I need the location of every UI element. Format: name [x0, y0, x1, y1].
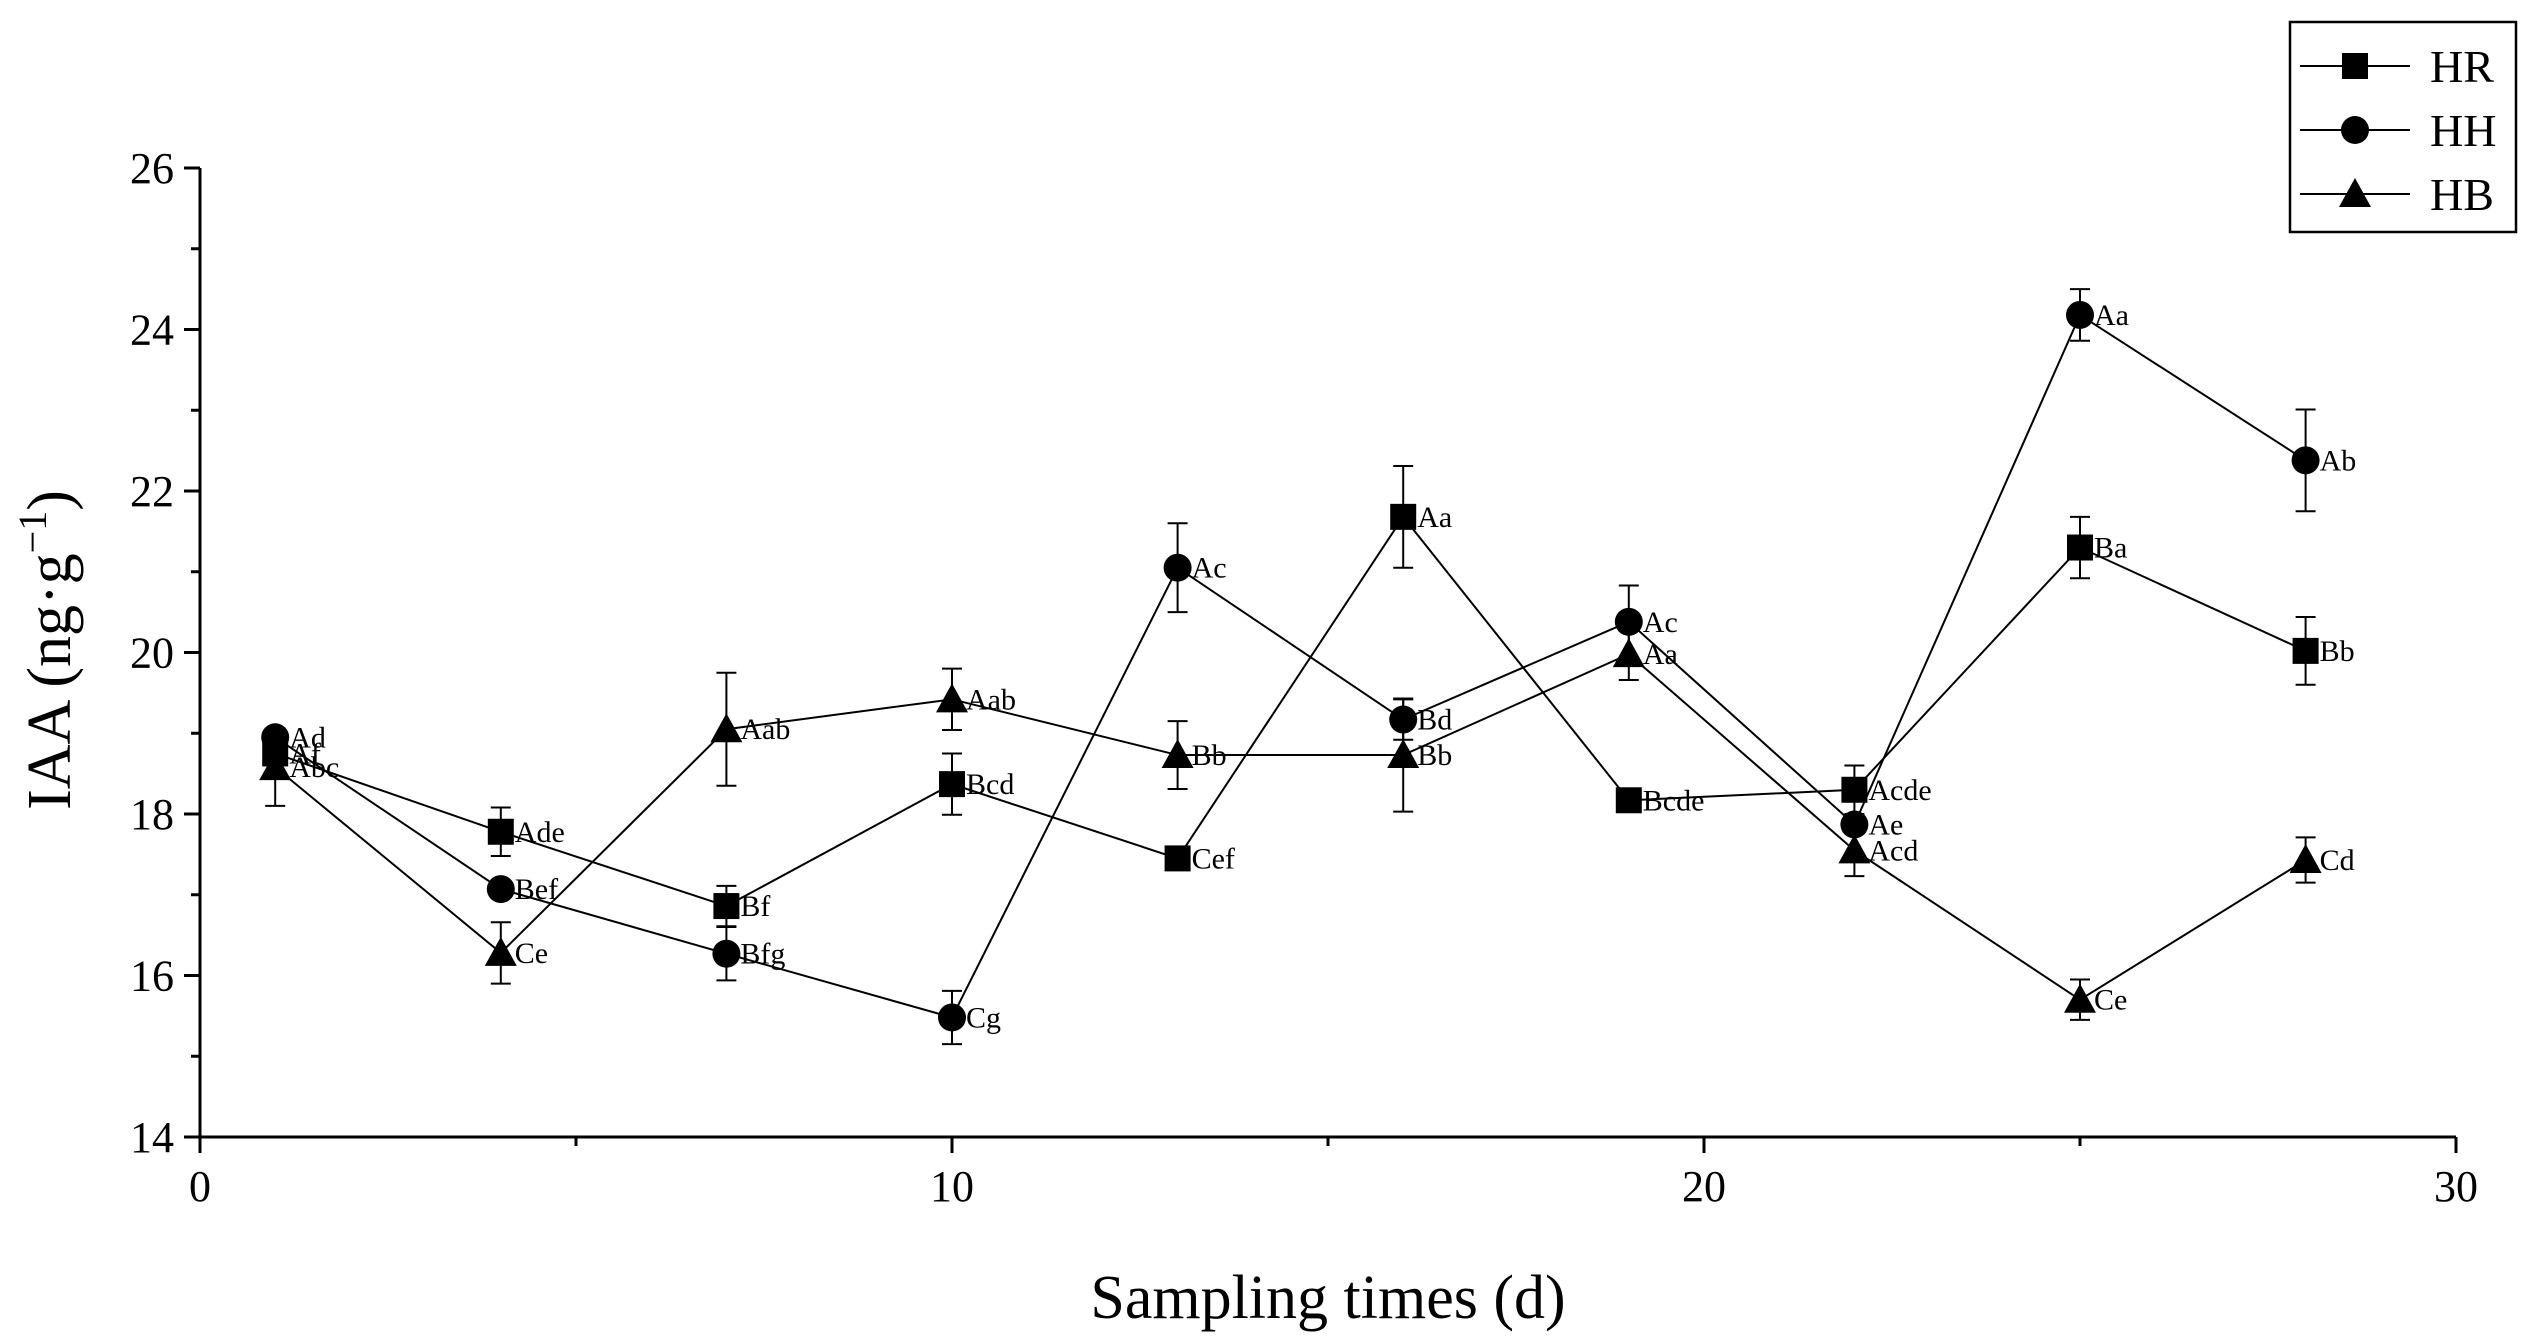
y-tick-label: 24 — [130, 306, 174, 355]
annotation-hb: Ce — [515, 937, 548, 970]
annotation-hr: Bcd — [966, 768, 1014, 801]
point-hb — [1161, 739, 1194, 769]
point-hb — [710, 713, 743, 743]
point-hr — [713, 893, 740, 920]
y-axis-title-main: IAA (ng·g — [16, 553, 84, 810]
axis-ticks: 0 10 20 30 14 16 18 20 22 24 26 — [130, 144, 2478, 1211]
point-hb — [936, 683, 968, 713]
point-hb — [2064, 983, 2096, 1013]
x-tick-label: 0 — [189, 1162, 211, 1211]
annotation-hb: Ce — [2094, 984, 2127, 1017]
annotation-hh: Bfg — [740, 938, 785, 971]
series-line-hb — [274, 652, 2307, 1001]
y-axis-title: IAA (ng·g−1) — [10, 490, 84, 810]
legend-marker-hb — [2339, 178, 2371, 207]
series-line-hh — [274, 313, 2307, 1019]
point-hh — [1614, 607, 1643, 636]
point-hr — [2067, 534, 2093, 561]
annotation-hr: Bb — [2320, 635, 2355, 668]
point-hr — [487, 818, 514, 845]
y-tick-label: 26 — [130, 144, 174, 193]
point-hb — [1387, 739, 1420, 769]
legend: HR HH HB — [2288, 20, 2518, 234]
annotation-hb: Bb — [1192, 739, 1227, 772]
annotation-hb: Cd — [2320, 844, 2355, 877]
annotation-hb: Abc — [289, 751, 339, 784]
point-hb — [1612, 638, 1645, 668]
y-tick-label: 20 — [130, 629, 174, 678]
annotation-hr: Cef — [1192, 842, 1235, 875]
point-hb — [259, 751, 292, 781]
annotation-hb: Aab — [966, 683, 1016, 716]
x-tick-label: 20 — [1682, 1162, 1726, 1211]
legend-box — [2288, 20, 2518, 234]
legend-label-hb: HB — [2430, 169, 2494, 220]
point-hr — [939, 771, 965, 798]
annotation-hh: Ae — [1868, 808, 1903, 841]
annotation-hh: Cg — [966, 1001, 1001, 1034]
point-hb — [1838, 834, 1871, 864]
data-annotations: Af Ade Bf Bcd Cef Aa Bcde Acde Ba Bb Ad Bef Bfg Cg Ac B… — [289, 299, 2356, 1035]
annotation-hb: Acd — [1868, 834, 1918, 867]
x-axis-title: Sampling times (d) — [1090, 1264, 1565, 1332]
point-hr — [2292, 637, 2319, 664]
series-lines — [274, 313, 2307, 1019]
annotation-hr: Ba — [2094, 532, 2127, 565]
legend-marker-hh — [2341, 116, 2369, 144]
y-tick-label: 18 — [130, 790, 174, 839]
point-hh — [2066, 300, 2094, 329]
annotation-hr: Acde — [1868, 774, 1931, 807]
annotation-hh: Aa — [2094, 299, 2129, 332]
annotation-hr: Ade — [515, 816, 565, 849]
legend-marker-hr — [2342, 53, 2368, 79]
annotation-hh: Ac — [1192, 552, 1227, 585]
point-hr — [1615, 787, 1642, 814]
y-tick-label: 14 — [130, 1113, 174, 1162]
point-hh — [1840, 810, 1869, 839]
annotation-hr: Bcde — [1643, 784, 1705, 817]
annotation-hb: Bb — [1417, 739, 1452, 772]
point-hh — [486, 875, 515, 904]
point-hh — [261, 723, 290, 752]
y-tick-label: 22 — [130, 467, 174, 516]
error-bars — [265, 288, 2316, 1046]
point-hh — [1163, 553, 1192, 582]
y-tick-label: 16 — [130, 952, 174, 1001]
point-hr — [1164, 845, 1191, 872]
point-hh — [938, 1003, 966, 1032]
point-hr — [1390, 503, 1417, 530]
y-axis-title-close: ) — [16, 490, 84, 511]
point-hh — [712, 939, 741, 968]
point-hh — [2291, 446, 2320, 475]
y-axis-title-superscript: −1 — [10, 511, 55, 554]
annotation-hr: Bf — [740, 890, 770, 923]
annotation-hh: Ab — [2320, 444, 2357, 477]
data-markers — [259, 300, 2322, 1032]
point-hh — [1389, 705, 1418, 734]
annotation-hb: Aa — [1643, 638, 1678, 671]
point-hr — [1841, 776, 1868, 803]
point-hb — [484, 936, 517, 966]
point-hb — [2289, 844, 2322, 874]
annotation-hb: Aab — [740, 713, 790, 746]
annotation-hh: Ad — [289, 721, 326, 754]
legend-label-hr: HR — [2430, 41, 2494, 92]
x-tick-label: 10 — [930, 1162, 974, 1211]
annotation-hr: Aa — [1417, 501, 1452, 534]
annotation-hh: Bef — [515, 873, 558, 906]
annotation-hh: Bd — [1417, 704, 1452, 737]
annotation-hr: Af — [289, 737, 321, 770]
x-tick-label: 30 — [2434, 1162, 2478, 1211]
series-line-hr — [274, 515, 2307, 908]
legend-label-hh: HH — [2430, 105, 2496, 156]
annotation-hh: Ac — [1643, 606, 1678, 639]
